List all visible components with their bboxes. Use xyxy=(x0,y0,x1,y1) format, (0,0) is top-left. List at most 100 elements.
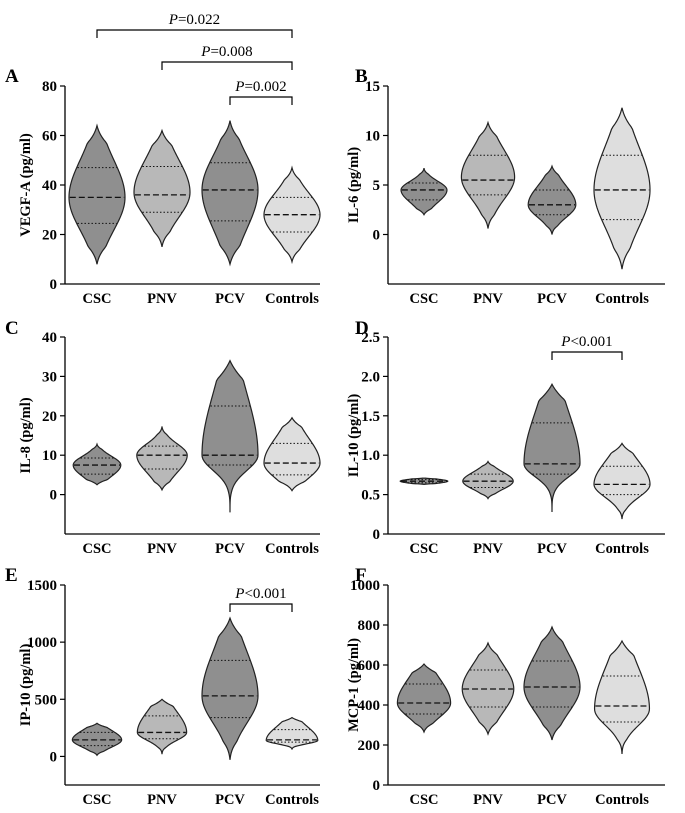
y-tick-label: 0 xyxy=(373,527,381,543)
y-tick-label: 60 xyxy=(42,129,57,145)
violin-pcv xyxy=(527,164,577,235)
significance-bracket xyxy=(229,96,293,105)
y-tick-label: 2.0 xyxy=(361,369,380,385)
x-tick-label: CSC xyxy=(409,541,438,557)
violin-pnv xyxy=(136,426,188,492)
y-tick-label: 2.5 xyxy=(361,330,380,346)
panel-f: F 0 200 400 600 800 1000 MCP-1 (pg/ml) CSC PNV PCV… xyxy=(346,565,665,808)
panel-letter: B xyxy=(355,66,368,87)
x-tick-label: Controls xyxy=(595,291,649,307)
violin-controls xyxy=(593,639,651,755)
p-value: =0.022 xyxy=(178,12,220,28)
panel-letter: F xyxy=(355,565,367,586)
p-symbol: P xyxy=(560,334,570,350)
y-tick-label: 20 xyxy=(42,409,57,425)
y-axis-label: IP-10 (pg/ml) xyxy=(18,644,34,727)
y-tick-label: 200 xyxy=(358,738,381,754)
y-tick-label: 400 xyxy=(358,698,381,714)
violin-csc xyxy=(400,168,448,216)
x-tick-label: PNV xyxy=(473,792,503,808)
violin-pcv xyxy=(523,383,581,512)
x-tick-label: PNV xyxy=(473,541,503,557)
x-tick-label: CSC xyxy=(409,792,438,808)
y-tick-label: 500 xyxy=(35,692,58,708)
significance-bracket xyxy=(161,61,293,70)
panel-a: A 0 20 40 60 80 VEGF-A (pg/ml) CSC PNV PCV Control… xyxy=(5,12,321,307)
y-tick-label: 30 xyxy=(42,369,57,385)
panel-letter: C xyxy=(5,318,19,339)
x-tick-label: CSC xyxy=(82,792,111,808)
x-tick-label: PCV xyxy=(215,541,245,557)
violin-pnv xyxy=(460,120,516,229)
y-tick-label: 0.5 xyxy=(361,488,380,504)
panel-letter: D xyxy=(355,318,369,339)
y-tick-label: 15 xyxy=(365,79,380,95)
x-tick-label: PCV xyxy=(537,792,567,808)
significance-bracket xyxy=(96,29,293,38)
violin-pnv xyxy=(461,641,515,736)
x-tick-label: PCV xyxy=(537,291,567,307)
y-tick-label: 0 xyxy=(50,749,58,765)
panel-c: C 0 10 20 30 40 IL-8 (pg/ml) CSC PNV PCV Controls xyxy=(5,318,321,557)
violin-pnv xyxy=(462,460,514,500)
p-value: <0.001 xyxy=(570,334,612,350)
y-tick-label: 1.0 xyxy=(361,448,380,464)
panel-b: B 0 5 10 15 IL-6 (pg/ml) CSC PNV PCV Controls xyxy=(346,66,665,307)
x-tick-label: Controls xyxy=(595,792,649,808)
y-axis-label: VEGF-A (pg/ml) xyxy=(18,133,34,237)
violin-controls xyxy=(593,442,651,520)
p-symbol: P xyxy=(200,44,210,60)
y-tick-label: 80 xyxy=(42,79,57,95)
y-tick-label: 800 xyxy=(358,618,381,634)
violin-pcv xyxy=(201,120,259,267)
p-symbol: P xyxy=(234,586,244,602)
y-tick-label: 40 xyxy=(42,178,57,194)
y-axis-label: IL-6 (pg/ml) xyxy=(346,147,362,223)
p-symbol: P xyxy=(234,79,244,95)
y-tick-label: 1.5 xyxy=(361,409,380,425)
p-symbol: P xyxy=(168,12,178,28)
x-tick-label: CSC xyxy=(82,541,111,557)
y-tick-label: 10 xyxy=(365,129,380,145)
violin-pnv xyxy=(136,698,188,755)
significance-bracket xyxy=(229,603,293,612)
p-value-label: P=0.002 xyxy=(234,79,286,95)
p-value-label: P=0.022 xyxy=(168,12,220,28)
p-value: =0.008 xyxy=(210,44,252,60)
x-tick-label: PCV xyxy=(215,792,245,808)
violin-controls xyxy=(593,107,651,270)
x-tick-label: PNV xyxy=(147,541,177,557)
violin-pcv xyxy=(201,359,259,513)
x-tick-label: PNV xyxy=(147,291,177,307)
y-tick-label: 40 xyxy=(42,330,57,346)
x-tick-label: Controls xyxy=(265,792,319,808)
y-tick-label: 0 xyxy=(50,277,58,293)
violin-pcv xyxy=(523,625,581,741)
x-tick-label: PNV xyxy=(473,291,503,307)
significance-bracket xyxy=(551,351,623,360)
x-tick-label: Controls xyxy=(265,541,319,557)
violin-pnv xyxy=(133,128,191,247)
y-tick-label: 1000 xyxy=(350,578,380,594)
y-axis-label: MCP-1 (pg/ml) xyxy=(346,638,362,732)
x-tick-label: PCV xyxy=(215,291,245,307)
y-tick-label: 20 xyxy=(42,228,57,244)
y-tick-label: 0 xyxy=(373,778,381,794)
x-tick-label: PCV xyxy=(537,541,567,557)
panel-d: D 0 0.5 1.0 1.5 2.0 2.5 IL-10 (pg/ml) CSC PNV PCV C… xyxy=(346,318,665,557)
y-axis-label: IL-8 (pg/ml) xyxy=(18,397,34,473)
panel-e: E 0 500 1000 1500 IP-10 (pg/ml) CSC PNV PCV Contr… xyxy=(5,565,320,808)
x-tick-label: CSC xyxy=(82,291,111,307)
y-axis-label: IL-10 (pg/ml) xyxy=(346,394,362,478)
violin-csc xyxy=(68,123,126,265)
y-tick-label: 10 xyxy=(42,448,57,464)
violin-pcv xyxy=(201,616,259,760)
p-value-label: P<0.001 xyxy=(560,334,612,350)
x-tick-label: PNV xyxy=(147,792,177,808)
p-value-label: P<0.001 xyxy=(234,586,286,602)
y-tick-label: 0 xyxy=(50,488,58,504)
panel-letter: A xyxy=(5,66,19,87)
y-tick-label: 600 xyxy=(358,658,381,674)
x-tick-label: Controls xyxy=(265,291,319,307)
violin-controls xyxy=(265,716,319,750)
